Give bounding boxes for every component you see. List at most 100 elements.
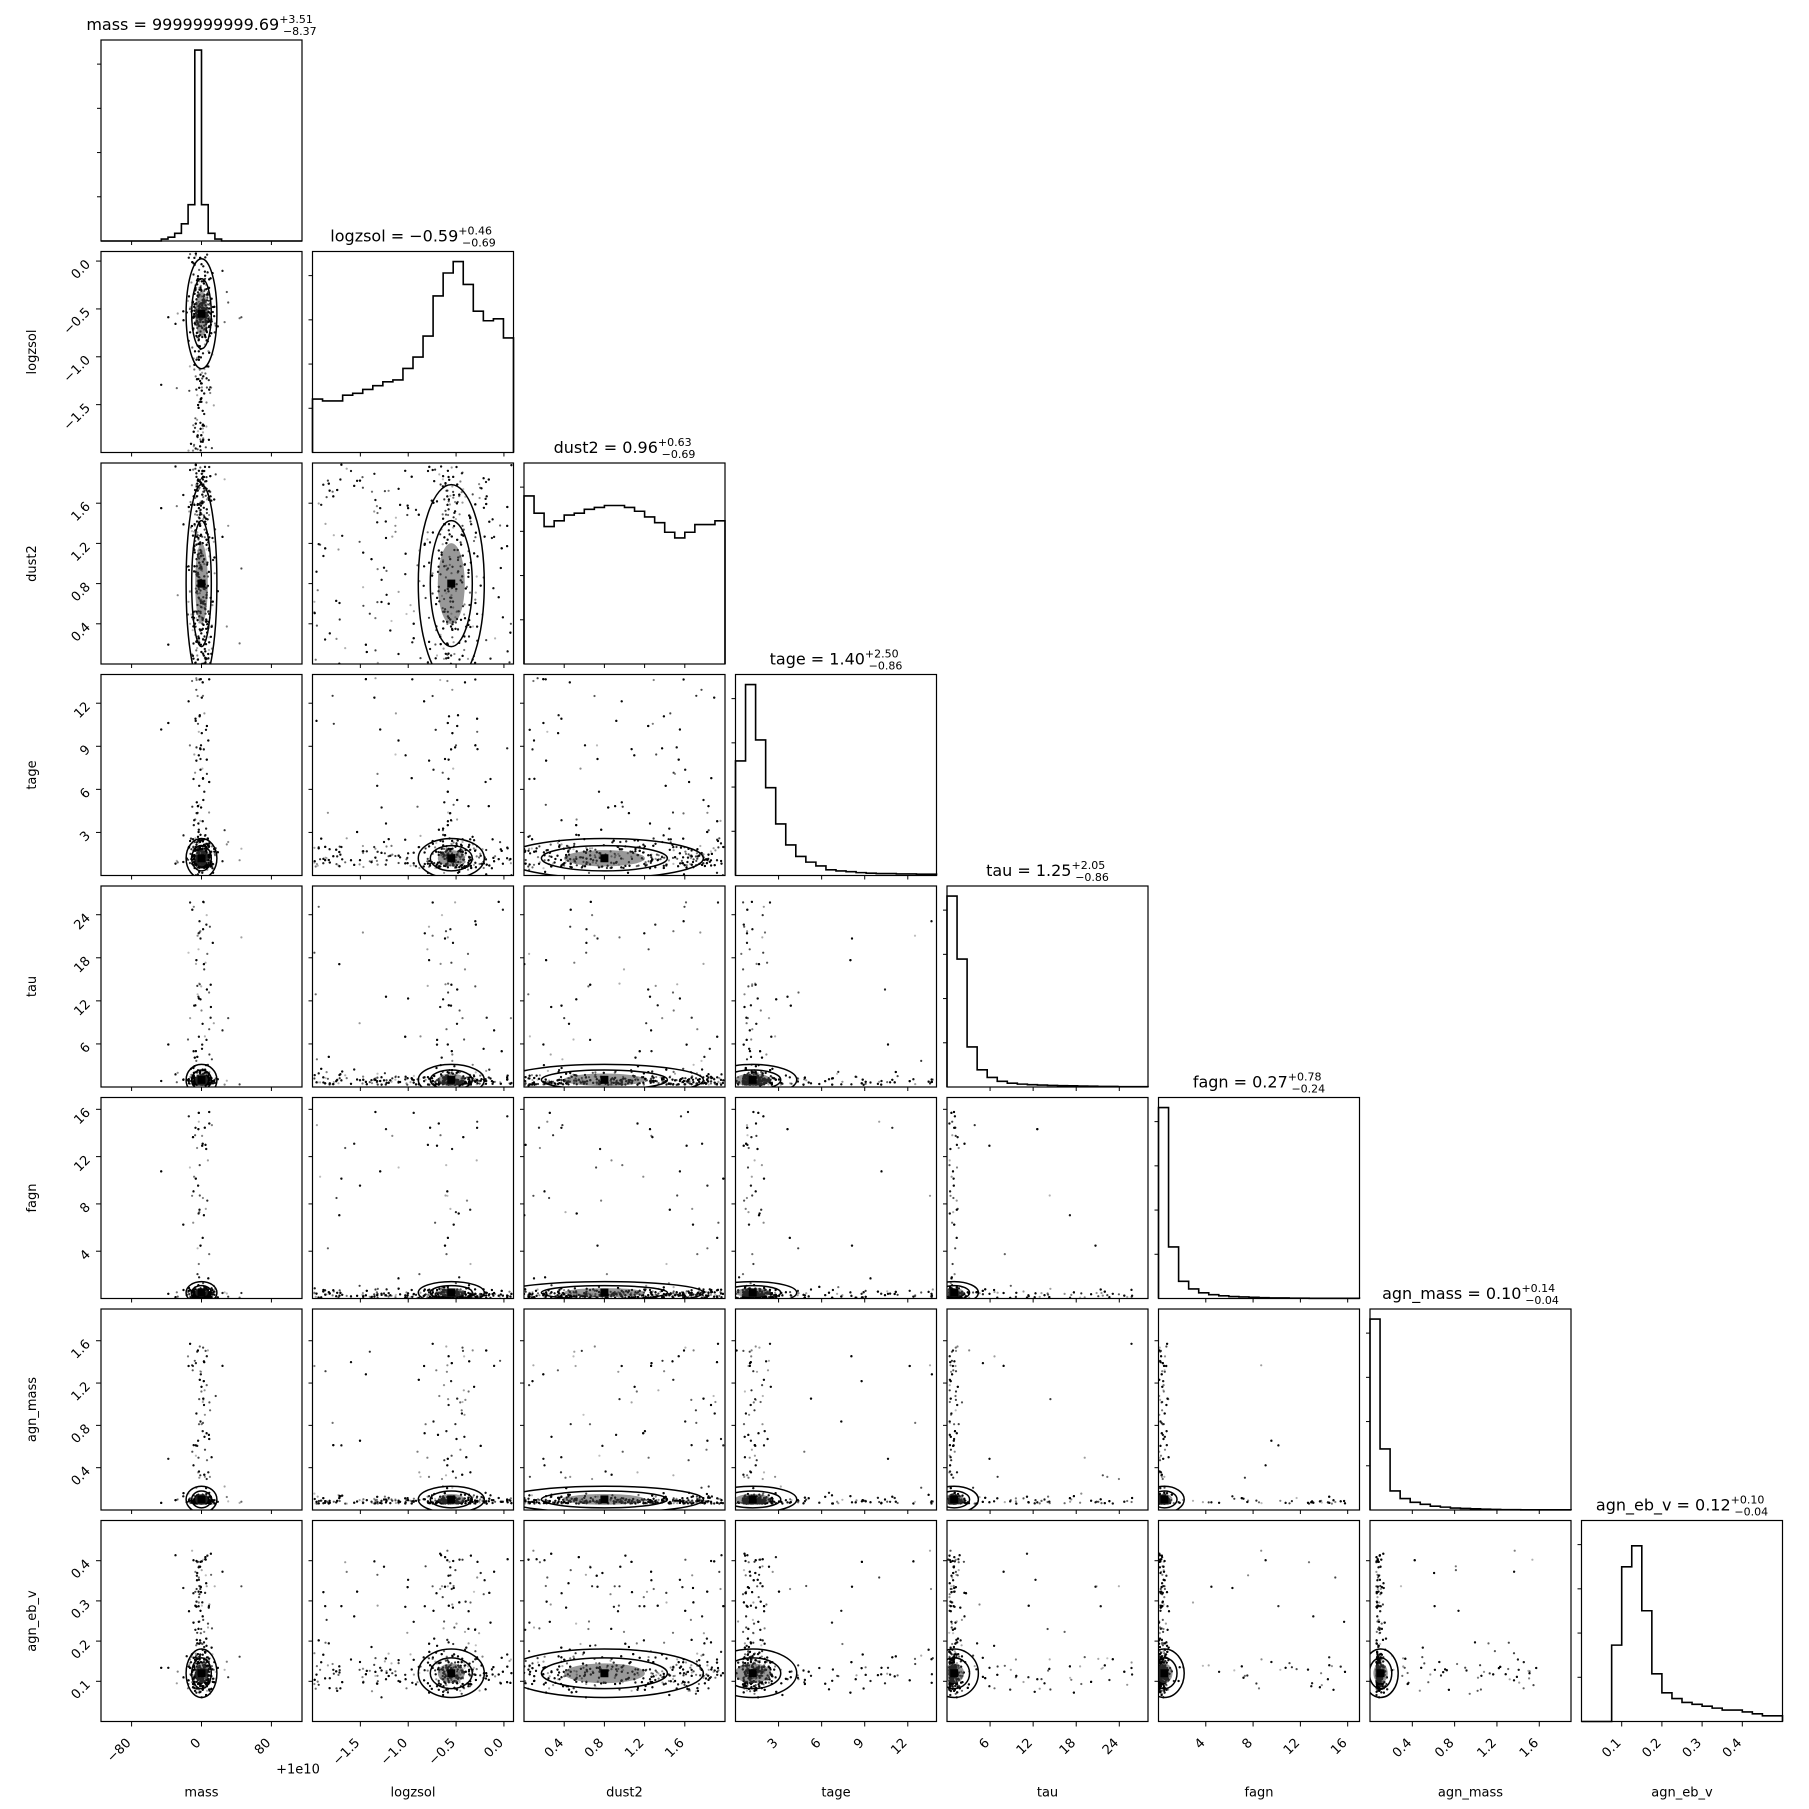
- sample-point: [411, 641, 414, 644]
- sample-point: [207, 379, 210, 382]
- y-tick-label: 1.2: [69, 540, 94, 565]
- sample-point: [442, 847, 446, 851]
- sample-point: [376, 521, 379, 524]
- sample-point: [191, 629, 194, 632]
- sample-point: [193, 426, 197, 429]
- sample-point: [328, 632, 331, 635]
- sample-point: [191, 679, 194, 683]
- sample-point: [213, 315, 216, 318]
- sample-point: [192, 642, 195, 645]
- sample-point: [198, 288, 201, 291]
- sample-point: [160, 507, 163, 510]
- y-axis-label-tage: tage: [25, 760, 40, 789]
- sample-point: [468, 591, 472, 594]
- sample-point: [431, 468, 434, 472]
- mode-cell: [197, 579, 206, 588]
- sample-point: [385, 845, 388, 848]
- sample-point: [209, 865, 212, 868]
- sample-point: [206, 623, 209, 626]
- sample-point: [467, 635, 471, 638]
- sample-point: [202, 514, 205, 517]
- sample-point: [221, 860, 224, 863]
- sample-point: [391, 853, 394, 856]
- sample-point: [446, 489, 449, 492]
- sample-point: [194, 719, 197, 723]
- sample-point: [440, 465, 443, 468]
- sample-point: [188, 510, 191, 513]
- sample-point: [332, 495, 335, 498]
- sample-point: [190, 484, 193, 487]
- sample-point: [442, 647, 445, 650]
- sample-point: [196, 291, 200, 294]
- sample-point: [500, 547, 503, 550]
- sample-point: [192, 273, 195, 276]
- sample-point: [479, 584, 482, 587]
- panel-frame: [311, 250, 515, 454]
- y-tick-label: 6: [77, 786, 93, 802]
- sample-point: [182, 860, 185, 864]
- sample-point: [182, 860, 185, 864]
- sample-point: [194, 422, 197, 425]
- sample-point: [210, 332, 213, 335]
- sample-point: [202, 654, 205, 657]
- sample-point: [199, 840, 202, 844]
- sample-point: [199, 541, 202, 544]
- sample-point: [199, 501, 202, 504]
- sample-point: [451, 485, 454, 488]
- sample-point: [376, 772, 379, 776]
- sample-point: [455, 502, 458, 505]
- sample-point: [397, 861, 400, 865]
- sample-point: [203, 489, 206, 492]
- sample-point: [335, 599, 338, 603]
- sample-point: [442, 627, 445, 630]
- sample-point: [450, 535, 453, 538]
- sample-point: [208, 641, 211, 644]
- sample-point: [208, 465, 211, 469]
- sample-point: [489, 657, 492, 660]
- sample-point: [428, 541, 432, 544]
- sample-point: [428, 640, 431, 644]
- sample-point: [444, 482, 447, 485]
- sample-point: [193, 309, 196, 312]
- sample-point: [489, 657, 492, 660]
- sample-point: [201, 777, 205, 780]
- sample-point: [191, 449, 195, 452]
- sample-point: [193, 426, 197, 429]
- sample-point: [201, 847, 204, 851]
- sample-point: [210, 625, 213, 628]
- sample-point: [453, 524, 456, 528]
- sample-point: [199, 757, 202, 761]
- sample-point: [204, 274, 207, 277]
- sample-point: [394, 753, 397, 756]
- sample-point: [189, 500, 192, 504]
- sample-point: [412, 610, 415, 613]
- sample-point: [187, 700, 190, 703]
- sample-point: [200, 386, 203, 389]
- sample-point: [385, 569, 388, 573]
- contour-inner: [190, 519, 213, 648]
- sample-point: [349, 469, 353, 473]
- sample-point: [193, 753, 196, 756]
- sample-point: [223, 321, 226, 324]
- sample-point: [201, 820, 204, 823]
- sample-point: [332, 534, 335, 537]
- sample-point: [187, 505, 190, 509]
- sample-point: [203, 866, 206, 869]
- sample-point: [167, 316, 170, 319]
- sample-point: [454, 500, 457, 504]
- sample-point: [204, 864, 207, 868]
- sample-point: [191, 534, 195, 537]
- sample-point: [195, 864, 198, 867]
- sample-point: [197, 830, 200, 834]
- sample-point: [447, 529, 450, 532]
- sample-point: [322, 554, 325, 558]
- sample-point: [435, 841, 438, 845]
- sample-point: [201, 352, 205, 355]
- sample-point: [197, 469, 200, 472]
- sample-point: [315, 570, 318, 573]
- sample-point: [160, 507, 163, 510]
- sample-point: [205, 288, 208, 291]
- sample-point: [344, 861, 347, 864]
- sample-point: [194, 837, 197, 840]
